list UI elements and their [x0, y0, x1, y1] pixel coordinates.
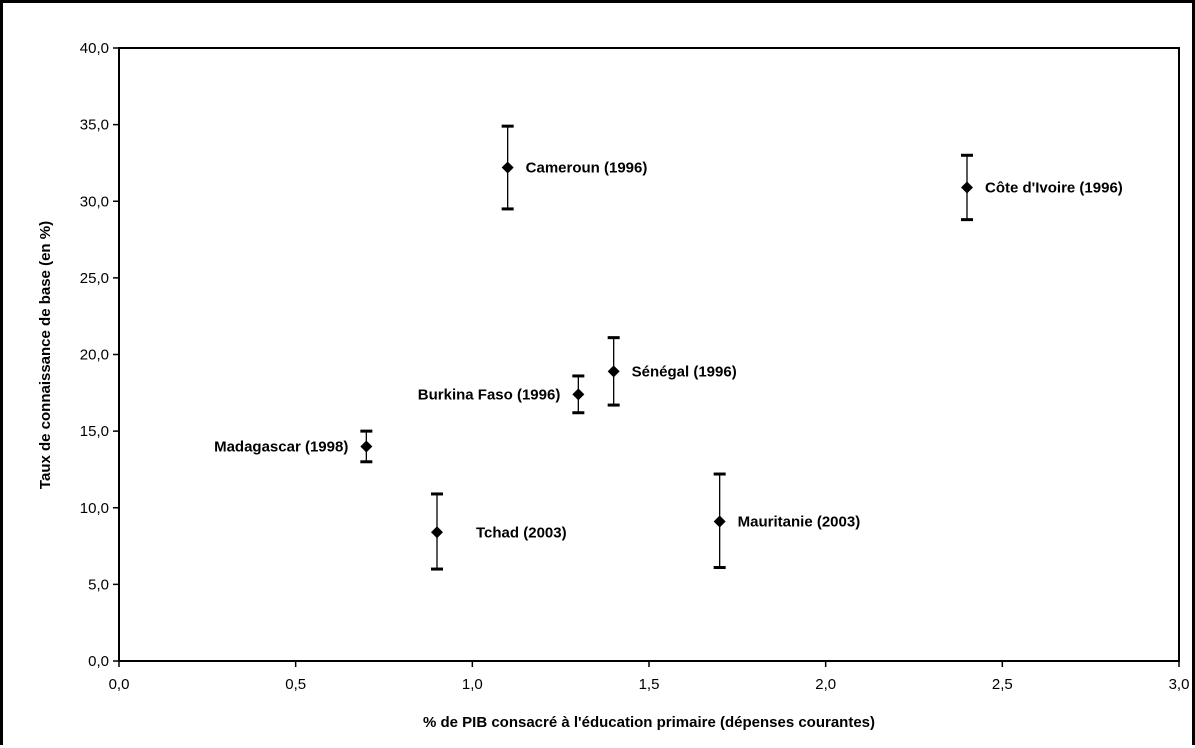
data-point-marker — [607, 365, 620, 378]
x-tick-label: 1,0 — [462, 676, 483, 693]
y-tick-label: 35,0 — [80, 117, 109, 134]
data-point-group: Sénégal (1996) — [607, 336, 737, 407]
data-point-group: Côte d'Ivoire (1996) — [961, 153, 1123, 222]
y-tick-label: 30,0 — [80, 193, 109, 210]
x-tick-label: 0,5 — [285, 676, 306, 693]
scatter-chart: 0,05,010,015,020,025,030,035,040,0 0,0 0,… — [37, 40, 1190, 731]
y-tick-label: 25,0 — [80, 270, 109, 287]
data-point-marker — [572, 388, 585, 401]
data-point-group: Madagascar (1998) — [214, 429, 373, 464]
data-point-marker — [360, 440, 373, 453]
y-tick-label: 0,0 — [88, 653, 109, 670]
x-tick-label: 0,0 — [109, 676, 130, 693]
data-point-marker — [713, 515, 726, 528]
x-axis: 0,0 0,5 1,0 1,5 2,0 2,5 3,0 — [109, 661, 1190, 693]
data-point-marker — [431, 526, 443, 539]
x-tick-label: 1,5 — [639, 676, 660, 693]
data-point-group: Mauritanie (2003) — [713, 472, 861, 570]
data-point-label: Burkina Faso (1996) — [418, 386, 561, 403]
x-tick-label: 3,0 — [1169, 676, 1190, 693]
data-point-group: Cameroun (1996) — [501, 124, 648, 211]
y-axis: 0,0 5,0 10,0 15,0 20,0 25,0 30,0 35,0 40,0 — [80, 40, 119, 670]
data-point-label: Tchad (2003) — [476, 524, 567, 541]
data-marks: Cameroun (1996) Côte d'Ivoire (1996) Sénég… — [214, 124, 1123, 571]
y-tick-label: 5,0 — [88, 576, 109, 593]
data-point-label: Sénégal (1996) — [632, 363, 737, 380]
data-point-label: Mauritanie (2003) — [738, 514, 861, 531]
y-tick-label: 20,0 — [80, 347, 109, 364]
x-tick-label: 2,0 — [815, 676, 836, 693]
x-axis-title: % de PIB consacré à l'éducation primaire… — [423, 714, 875, 731]
x-tick-label: 2,5 — [992, 676, 1013, 693]
data-point-marker — [501, 161, 514, 174]
data-point-marker — [961, 181, 973, 194]
y-tick-label: 15,0 — [80, 423, 109, 440]
data-point-group: Burkina Faso (1996) — [418, 374, 585, 415]
plot-area — [118, 47, 1180, 662]
y-tick-label: 40,0 — [80, 40, 109, 57]
data-point-group: Tchad (2003) — [431, 492, 567, 571]
y-tick-label: 10,0 — [80, 500, 109, 517]
y-axis-title: Taux de connaissance de base (en %) — [37, 221, 54, 489]
data-point-label: Côte d'Ivoire (1996) — [985, 179, 1123, 196]
data-point-label: Madagascar (1998) — [214, 438, 348, 455]
plot-border — [118, 47, 1180, 662]
data-point-label: Cameroun (1996) — [526, 160, 648, 177]
